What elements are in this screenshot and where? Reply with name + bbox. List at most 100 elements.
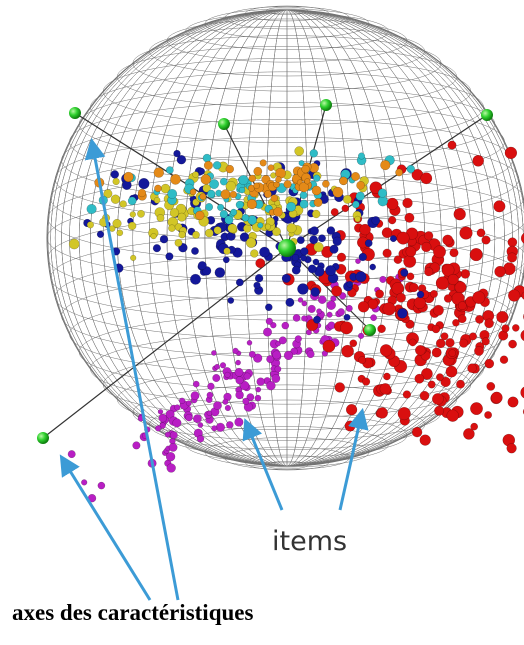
item-dot	[211, 350, 216, 355]
item-dot	[200, 193, 206, 199]
item-dot	[403, 198, 413, 208]
item-dot	[236, 391, 244, 399]
item-dot	[409, 339, 416, 346]
item-dot	[420, 391, 429, 400]
item-dot	[223, 257, 229, 263]
item-dot	[358, 333, 364, 339]
item-dot	[69, 239, 79, 249]
item-dot	[174, 405, 180, 411]
item-dot	[256, 387, 261, 392]
item-dot	[421, 173, 432, 184]
item-dot	[358, 153, 365, 160]
item-dot	[205, 229, 213, 237]
item-dot	[242, 214, 249, 221]
item-dot	[428, 381, 435, 388]
item-dot	[313, 316, 320, 323]
item-dot	[302, 301, 307, 306]
item-dot	[394, 256, 402, 264]
item-dot	[390, 235, 396, 241]
item-dot	[507, 443, 517, 453]
item-dot	[220, 362, 226, 368]
item-dot	[155, 425, 161, 431]
item-dot	[432, 325, 440, 333]
item-dot	[383, 303, 396, 316]
item-dot	[128, 222, 136, 230]
item-dot	[137, 210, 144, 217]
item-dot	[217, 204, 224, 211]
item-dot	[111, 170, 119, 178]
item-dot	[378, 189, 387, 198]
item-dot	[249, 175, 256, 182]
item-dot	[424, 231, 433, 240]
item-dot	[330, 245, 339, 254]
item-dot	[446, 366, 457, 377]
item-dot	[454, 208, 466, 220]
item-dot	[448, 141, 456, 149]
item-dot	[401, 269, 409, 277]
item-dot	[255, 395, 261, 401]
item-dot	[201, 174, 211, 184]
item-dot	[491, 392, 502, 403]
item-dot	[192, 231, 199, 238]
item-dot	[521, 386, 524, 399]
item-dot	[117, 230, 123, 236]
item-dot	[432, 348, 441, 357]
item-dot	[295, 147, 304, 156]
item-dot	[98, 482, 105, 489]
item-dot	[175, 239, 182, 246]
item-dot	[87, 221, 94, 228]
item-dot	[272, 374, 280, 382]
item-dot	[312, 210, 320, 218]
item-dot	[198, 168, 204, 174]
item-dot	[314, 198, 322, 206]
item-dot	[275, 366, 281, 372]
item-dot	[193, 415, 201, 423]
item-dot	[474, 346, 483, 355]
item-dot	[343, 195, 351, 203]
item-dot	[460, 227, 473, 240]
item-dot	[403, 391, 411, 399]
item-dot	[473, 155, 484, 166]
item-dot	[154, 185, 161, 192]
item-dot	[139, 178, 150, 189]
item-dot	[301, 255, 307, 261]
item-dot	[216, 423, 225, 432]
item-dot	[342, 345, 354, 357]
item-dot	[507, 253, 517, 263]
item-dot	[239, 187, 245, 193]
item-dot	[449, 350, 456, 357]
item-dot	[505, 147, 517, 159]
item-clusters	[68, 141, 524, 502]
item-dot	[244, 373, 251, 380]
item-dot	[337, 253, 346, 262]
axis-end	[218, 118, 230, 130]
item-dot	[256, 259, 265, 268]
item-dot	[461, 269, 470, 278]
item-dot	[173, 419, 182, 428]
item-dot	[380, 383, 391, 394]
item-dot	[203, 154, 211, 162]
item-dot	[477, 229, 485, 237]
item-dot	[286, 298, 294, 306]
item-dot	[432, 393, 443, 404]
item-dot	[470, 402, 482, 414]
item-dot	[484, 411, 491, 418]
item-dot	[275, 176, 281, 182]
item-dot	[494, 201, 506, 213]
item-dot	[214, 226, 222, 234]
item-dot	[378, 196, 388, 206]
item-dot	[375, 290, 383, 298]
item-dot	[168, 189, 177, 198]
item-dot	[128, 197, 136, 205]
item-dot	[87, 204, 97, 214]
item-dot	[420, 435, 431, 446]
axes-label: axes des caractéristiques	[12, 600, 253, 625]
item-dot	[239, 175, 249, 185]
item-dot	[497, 311, 509, 323]
arrow	[62, 458, 150, 600]
item-dot	[179, 231, 186, 238]
item-dot	[257, 378, 265, 386]
item-dot	[443, 235, 453, 245]
item-dot	[370, 315, 376, 321]
item-dot	[284, 180, 292, 188]
